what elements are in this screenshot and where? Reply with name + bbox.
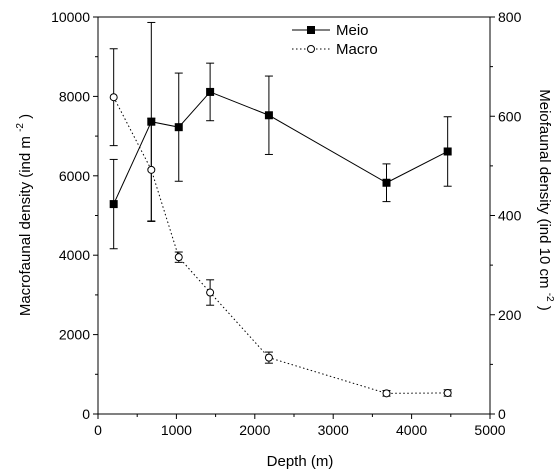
x-tick-label: 5000 bbox=[474, 422, 505, 438]
legend: Meio Macro bbox=[292, 22, 378, 58]
data-point-square bbox=[264, 111, 273, 120]
y-right-axis-label-end: ) bbox=[536, 306, 553, 311]
data-point-square bbox=[109, 200, 118, 209]
y-right-tick-label: 600 bbox=[498, 108, 522, 124]
y-right-axis-label-superscript: -2 bbox=[544, 293, 555, 302]
data-point-square bbox=[382, 178, 391, 187]
data-point-circle bbox=[443, 388, 452, 397]
y-right-tick-label: 400 bbox=[498, 208, 522, 224]
x-tick-label: 3000 bbox=[318, 422, 349, 438]
x-tick-label: 4000 bbox=[396, 422, 427, 438]
data-point-circle bbox=[147, 165, 156, 174]
y-left-tick-label: 4000 bbox=[59, 247, 90, 263]
y-right-axis-label-main: Meiofaunal density (ind 10 cm bbox=[536, 89, 553, 288]
series-meio bbox=[109, 21, 452, 250]
series-macro bbox=[109, 48, 452, 398]
y-right-tick-label: 0 bbox=[498, 406, 506, 422]
x-tick-label: 1000 bbox=[161, 422, 192, 438]
y-left-axis-ticks: 0 2000 4000 6000 8000 10000 bbox=[51, 9, 98, 422]
y-left-tick-label: 10000 bbox=[51, 9, 90, 25]
legend-marker-meio bbox=[307, 26, 315, 34]
plot-border bbox=[97, 16, 491, 415]
series-layer bbox=[109, 21, 452, 398]
series-line bbox=[113, 96, 448, 394]
data-point-square bbox=[443, 147, 452, 156]
y-right-tick-label: 800 bbox=[498, 9, 522, 25]
y-left-tick-label: 8000 bbox=[59, 88, 90, 104]
x-tick-label: 2000 bbox=[239, 422, 270, 438]
legend-marker-macro bbox=[307, 45, 315, 53]
data-point-circle bbox=[382, 389, 391, 398]
x-axis-label: Depth (m) bbox=[267, 453, 334, 470]
x-axis-ticks: 0 1000 2000 3000 4000 5000 bbox=[94, 414, 506, 438]
data-point-circle bbox=[206, 288, 215, 297]
data-point-circle bbox=[174, 253, 183, 262]
legend-label-macro: Macro bbox=[336, 41, 378, 58]
x-tick-label: 0 bbox=[94, 422, 102, 438]
data-point-square bbox=[174, 123, 183, 132]
y-left-tick-label: 0 bbox=[82, 406, 90, 422]
data-point-square bbox=[206, 87, 215, 96]
data-point-circle bbox=[109, 93, 118, 102]
y-left-axis-label-superscript: -2 bbox=[15, 123, 26, 132]
y-left-axis-label-main: Macrofaunal density (ind m bbox=[17, 136, 34, 316]
data-point-circle bbox=[264, 353, 273, 362]
y-left-tick-label: 6000 bbox=[59, 168, 90, 184]
y-left-tick-label: 2000 bbox=[59, 327, 90, 343]
y-left-axis-label-end: ) bbox=[17, 114, 34, 119]
legend-label-meio: Meio bbox=[336, 22, 369, 39]
y-right-axis-ticks: 0 200 400 600 800 bbox=[490, 9, 522, 422]
plot-frame bbox=[97, 16, 491, 415]
y-left-axis-label: Macrofaunal density (ind m -2 ) bbox=[10, 114, 34, 316]
series-line bbox=[113, 91, 448, 205]
y-right-axis-label: Meiofaunal density (ind 10 cm -2 ) bbox=[536, 89, 560, 311]
y-right-tick-label: 200 bbox=[498, 307, 522, 323]
